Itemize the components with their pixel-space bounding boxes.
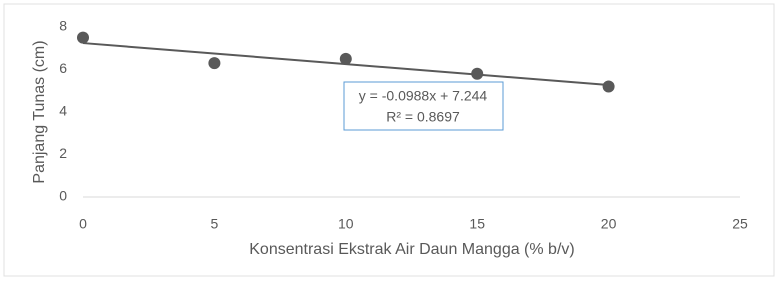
y-tick-label: 0 xyxy=(59,188,67,204)
point xyxy=(77,31,89,44)
x-tick-label: 5 xyxy=(211,216,219,232)
x-tick-label: 20 xyxy=(601,216,617,232)
x-tick-label: 0 xyxy=(79,216,87,232)
point xyxy=(339,52,352,65)
x-tick-label: 10 xyxy=(338,216,354,232)
x-axis-title: Konsentrasi Ekstrak Air Daun Mangga (% b… xyxy=(249,241,574,258)
point xyxy=(208,57,221,70)
equation-box xyxy=(343,81,504,131)
chart-frame xyxy=(3,3,775,277)
equation: y = -0.0988x + 7.244 xyxy=(359,88,488,104)
y-tick-label: 8 xyxy=(59,18,67,34)
x-tick-label: 25 xyxy=(732,216,748,232)
x-tick-label: 15 xyxy=(469,216,485,232)
y-tick-label: 4 xyxy=(59,103,67,119)
point xyxy=(471,67,484,80)
y-tick-label: 2 xyxy=(59,145,67,161)
y-axis-title: Panjang Tunas (cm) xyxy=(31,40,48,183)
r-squared: R² = 0.8697 xyxy=(386,109,460,125)
y-tick-label: 6 xyxy=(59,60,67,76)
point xyxy=(602,80,615,93)
